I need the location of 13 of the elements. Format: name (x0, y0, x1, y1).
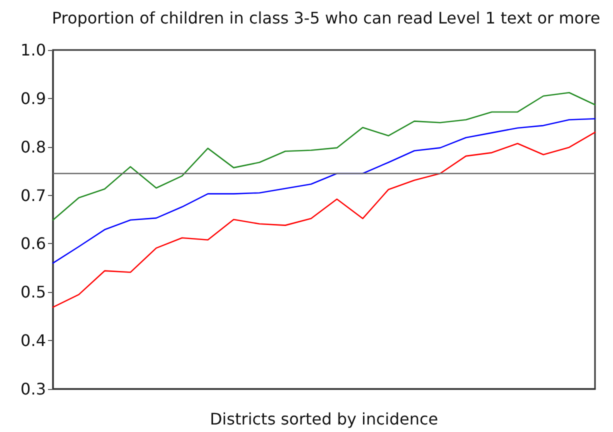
y-tick-label: 0.4 (20, 331, 46, 350)
y-tick-label: 0.3 (20, 380, 46, 398)
y-tick-label: 0.9 (20, 88, 46, 108)
line-series (52, 132, 596, 308)
line-series (52, 92, 596, 221)
y-tick-label: 0.5 (20, 282, 46, 302)
y-tick-label: 0.8 (20, 137, 46, 156)
x-axis-title: Districts sorted by incidence (210, 410, 438, 428)
line-series (52, 118, 596, 264)
chart-title: Proportion of children in class 3-5 who can read Level 1 text or more (52, 8, 600, 28)
y-tick-label: 1.0 (20, 40, 46, 60)
y-tick-label: 0.7 (20, 186, 46, 205)
y-tick-label: 0.6 (20, 234, 46, 254)
